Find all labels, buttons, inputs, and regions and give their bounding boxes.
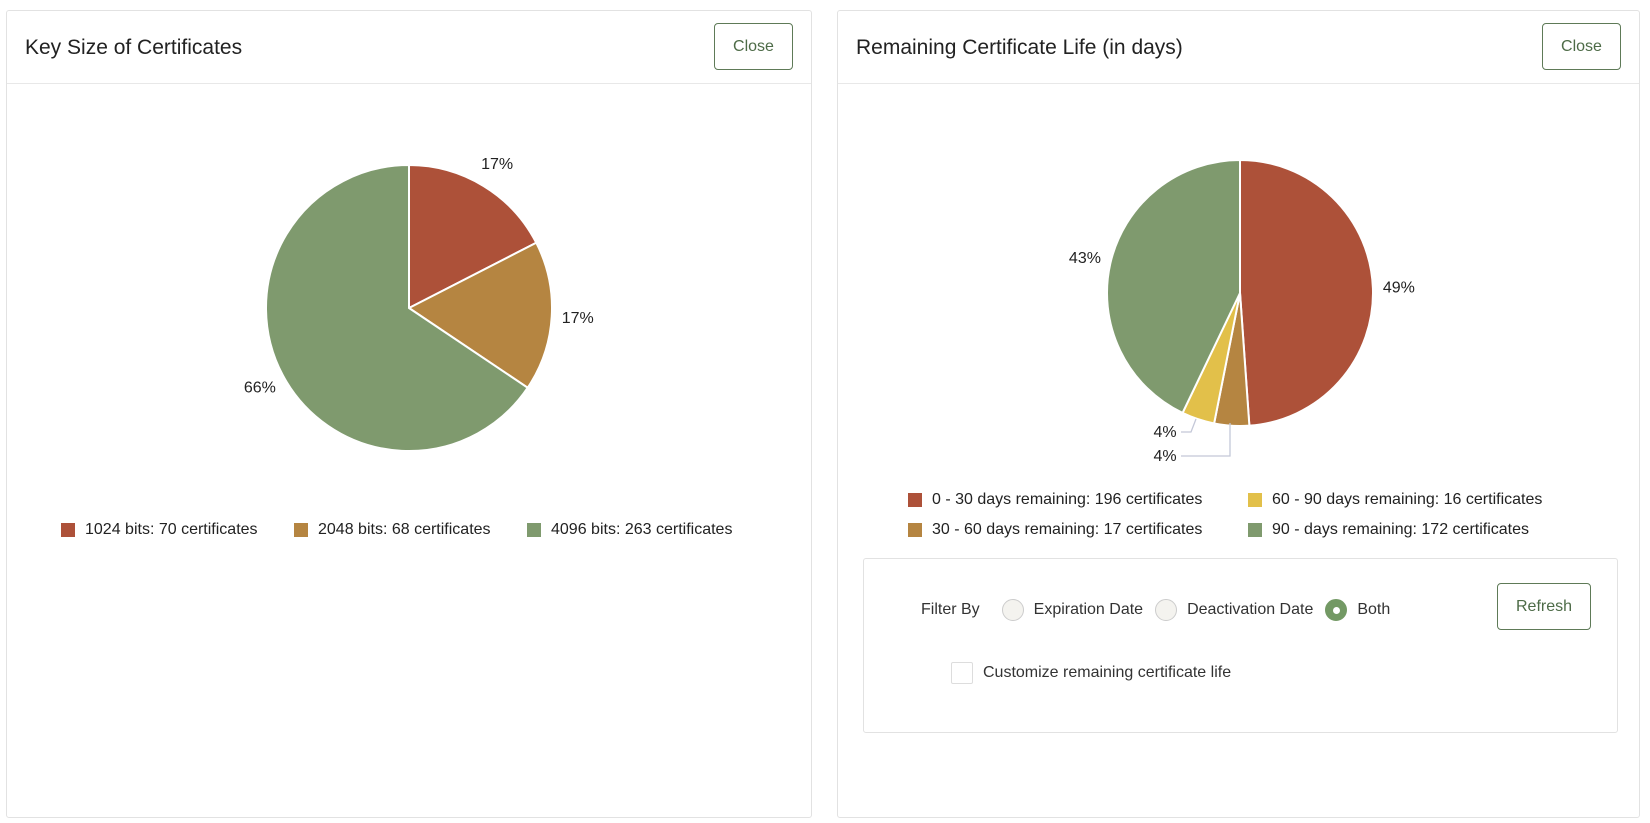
slice-percent-label: 4% bbox=[1153, 448, 1176, 465]
slice-percent-label: 49% bbox=[1383, 279, 1415, 296]
pie-slice[interactable] bbox=[1239, 158, 1375, 427]
legend-item: 30 - 60 days remaining: 17 certificates bbox=[908, 521, 1202, 539]
legend-label: 0 - 30 days remaining: 196 certificates bbox=[932, 491, 1203, 508]
customize-row: Customize remaining certificate life bbox=[951, 662, 1231, 684]
legend-swatch bbox=[908, 493, 922, 507]
legend-swatch bbox=[294, 523, 308, 537]
legend-label: 60 - 90 days remaining: 16 certificates bbox=[1272, 491, 1543, 508]
label-leader-line bbox=[1181, 418, 1197, 433]
radio-expiration-date[interactable] bbox=[1001, 599, 1024, 621]
legend-item: 60 - 90 days remaining: 16 certificates bbox=[1248, 491, 1542, 509]
legend-item: 90 - days remaining: 172 certificates bbox=[1248, 521, 1529, 539]
radio-label: Expiration Date bbox=[1033, 601, 1144, 618]
slice-percent-label: 66% bbox=[244, 379, 276, 396]
key-size-card: Key Size of Certificates Close 17% 17% 66%… bbox=[6, 10, 812, 818]
pie-slice[interactable] bbox=[1106, 158, 1241, 415]
card-header: Key Size of Certificates Close bbox=[7, 11, 811, 84]
remaining-life-pie-chart: 49% 4% 4% 43% bbox=[1069, 158, 1415, 465]
pie-slice[interactable] bbox=[408, 163, 538, 310]
legend-swatch bbox=[908, 523, 922, 537]
legend-label: 2048 bits: 68 certificates bbox=[318, 521, 491, 538]
card-title: Remaining Certificate Life (in days) bbox=[856, 36, 1183, 59]
card-header: Remaining Certificate Life (in days) Clo… bbox=[838, 11, 1639, 84]
remaining-life-card: Remaining Certificate Life (in days) Clo… bbox=[837, 10, 1640, 818]
radio-label: Deactivation Date bbox=[1187, 601, 1314, 618]
close-button[interactable]: Close bbox=[1542, 23, 1621, 70]
label-leader-line bbox=[1181, 423, 1231, 457]
pie-slice[interactable] bbox=[265, 163, 530, 452]
filter-panel: Filter By Expiration Date Deactivation D… bbox=[863, 558, 1618, 733]
legend-label: 4096 bits: 263 certificates bbox=[551, 521, 733, 538]
slice-percent-label: 17% bbox=[562, 310, 594, 327]
radio-both[interactable] bbox=[1325, 599, 1348, 621]
card-title: Key Size of Certificates bbox=[25, 36, 243, 59]
slice-percent-label: 4% bbox=[1153, 424, 1176, 441]
customize-checkbox[interactable] bbox=[951, 662, 973, 684]
legend-item: 1024 bits: 70 certificates bbox=[61, 521, 258, 539]
legend-label: 1024 bits: 70 certificates bbox=[85, 521, 258, 538]
legend-label: 30 - 60 days remaining: 17 certificates bbox=[932, 521, 1203, 538]
filter-by-label: Filter By bbox=[921, 601, 980, 618]
legend-item: 2048 bits: 68 certificates bbox=[294, 521, 491, 539]
customize-label: Customize remaining certificate life bbox=[983, 664, 1232, 681]
legend-item: 4096 bits: 263 certificates bbox=[527, 521, 732, 539]
legend-label: 90 - days remaining: 172 certificates bbox=[1272, 521, 1530, 538]
refresh-button[interactable]: Refresh bbox=[1497, 583, 1591, 630]
legend-swatch bbox=[527, 523, 541, 537]
close-button[interactable]: Close bbox=[714, 23, 793, 70]
filter-row: Filter By Expiration Date Deactivation D… bbox=[921, 599, 1390, 621]
legend-swatch bbox=[1248, 493, 1262, 507]
slice-percent-label: 43% bbox=[1069, 250, 1101, 267]
radio-label: Both bbox=[1357, 601, 1391, 618]
legend-swatch bbox=[61, 523, 75, 537]
pie-slice[interactable] bbox=[407, 241, 553, 390]
key-size-pie-chart: 17% 17% 66% bbox=[244, 156, 594, 452]
slice-percent-label: 17% bbox=[481, 156, 513, 173]
legend-swatch bbox=[1248, 523, 1262, 537]
legend-item: 0 - 30 days remaining: 196 certificates bbox=[908, 491, 1202, 509]
radio-deactivation-date[interactable] bbox=[1155, 599, 1178, 621]
